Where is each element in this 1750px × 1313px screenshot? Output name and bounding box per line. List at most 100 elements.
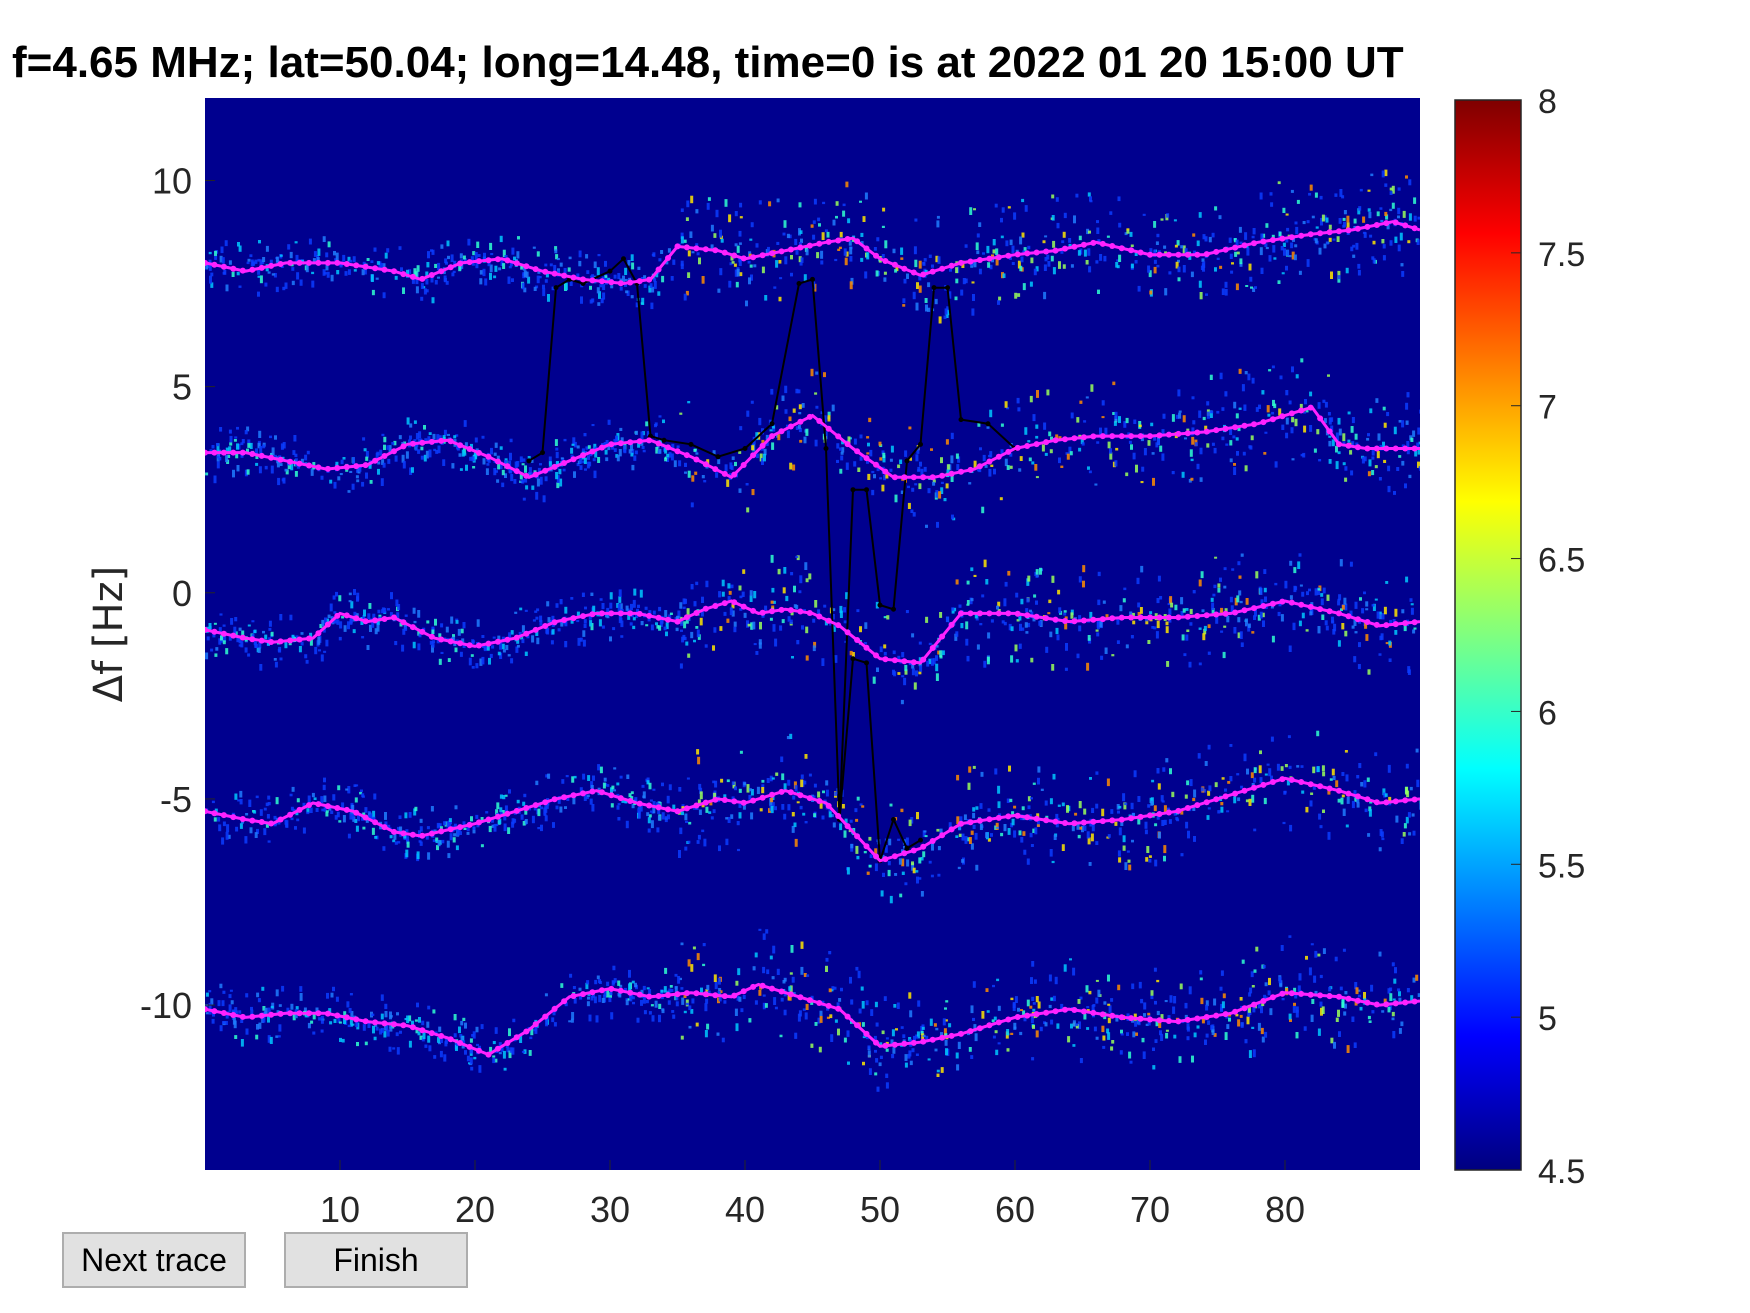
- intensity-speck: [504, 805, 508, 812]
- intensity-speck: [473, 1056, 477, 1060]
- intensity-speck: [1280, 945, 1284, 951]
- magenta-trace-point: [844, 441, 851, 448]
- intensity-speck: [1406, 790, 1410, 798]
- intensity-speck: [1357, 994, 1361, 998]
- intensity-speck: [251, 633, 255, 639]
- intensity-speck: [936, 521, 939, 528]
- intensity-speck: [325, 811, 329, 817]
- intensity-speck: [841, 447, 845, 453]
- magenta-trace-point: [476, 258, 482, 265]
- intensity-speck: [887, 869, 891, 877]
- intensity-speck: [938, 491, 942, 499]
- intensity-speck: [216, 443, 219, 447]
- intensity-speck: [1331, 768, 1335, 776]
- intensity-speck: [238, 635, 242, 644]
- intensity-speck: [1135, 1032, 1138, 1036]
- intensity-speck: [970, 1005, 974, 1014]
- intensity-speck: [913, 682, 917, 690]
- intensity-speck: [821, 232, 825, 240]
- intensity-speck: [788, 416, 792, 422]
- intensity-speck: [418, 840, 422, 843]
- intensity-speck: [1389, 187, 1393, 191]
- intensity-speck: [990, 833, 993, 837]
- intensity-speck: [1189, 622, 1193, 626]
- intensity-speck: [878, 1062, 882, 1067]
- intensity-speck: [1044, 452, 1048, 456]
- intensity-speck: [552, 822, 555, 828]
- black-trace-point: [985, 421, 991, 427]
- intensity-speck: [547, 294, 550, 302]
- magenta-trace-point: [400, 271, 407, 278]
- intensity-speck: [549, 619, 553, 624]
- intensity-speck: [1129, 611, 1133, 617]
- intensity-speck: [335, 591, 338, 597]
- intensity-speck: [1030, 1015, 1034, 1024]
- magenta-trace-point: [504, 636, 511, 643]
- intensity-speck: [603, 991, 607, 997]
- intensity-speck: [1150, 990, 1154, 996]
- intensity-speck: [1238, 226, 1242, 233]
- intensity-speck: [1046, 254, 1050, 260]
- intensity-speck: [797, 389, 801, 394]
- magenta-trace-point: [797, 792, 804, 799]
- intensity-speck: [1010, 997, 1014, 1001]
- intensity-speck: [743, 782, 747, 786]
- intensity-speck: [468, 657, 472, 666]
- intensity-speck: [333, 481, 337, 489]
- intensity-speck: [1021, 627, 1025, 631]
- intensity-speck: [425, 279, 429, 285]
- intensity-speck: [1335, 1017, 1339, 1022]
- intensity-speck: [543, 813, 547, 816]
- intensity-speck: [481, 435, 485, 439]
- magenta-trace-point: [665, 444, 671, 451]
- magenta-trace-point: [863, 455, 870, 462]
- intensity-speck: [1132, 1031, 1136, 1038]
- intensity-speck: [431, 249, 435, 255]
- intensity-speck: [948, 291, 952, 299]
- intensity-speck: [1328, 417, 1332, 425]
- intensity-speck: [1247, 373, 1251, 381]
- intensity-speck: [483, 647, 487, 652]
- intensity-speck: [1296, 765, 1300, 768]
- intensity-speck: [1161, 820, 1165, 826]
- intensity-speck: [663, 626, 667, 631]
- intensity-speck: [1384, 211, 1388, 216]
- intensity-speck: [1213, 584, 1217, 589]
- intensity-speck: [572, 797, 576, 805]
- magenta-trace-point: [1373, 621, 1380, 628]
- intensity-speck: [1363, 591, 1366, 595]
- intensity-speck: [686, 200, 690, 208]
- intensity-speck: [1147, 265, 1151, 273]
- intensity-speck: [1397, 988, 1401, 992]
- intensity-speck: [635, 302, 639, 308]
- intensity-speck: [240, 641, 244, 648]
- intensity-speck: [240, 1039, 244, 1047]
- intensity-speck: [406, 1015, 410, 1023]
- magenta-trace-point: [740, 603, 747, 610]
- intensity-speck: [546, 627, 550, 635]
- intensity-speck: [866, 1035, 869, 1040]
- intensity-speck: [793, 822, 797, 828]
- intensity-speck: [661, 812, 665, 820]
- intensity-speck: [562, 468, 566, 472]
- intensity-speck: [783, 1009, 787, 1016]
- intensity-speck: [938, 316, 942, 324]
- intensity-speck: [222, 821, 226, 827]
- intensity-speck: [1238, 368, 1242, 374]
- magenta-trace-point: [353, 262, 360, 269]
- magenta-trace-point: [816, 240, 823, 247]
- intensity-speck: [460, 1036, 464, 1042]
- intensity-speck: [418, 431, 422, 439]
- intensity-speck: [729, 262, 733, 266]
- intensity-speck: [1078, 801, 1082, 809]
- intensity-speck: [835, 215, 838, 219]
- intensity-speck: [1043, 264, 1047, 271]
- intensity-speck: [1391, 962, 1395, 967]
- intensity-speck: [1367, 433, 1370, 437]
- intensity-speck: [438, 658, 442, 665]
- intensity-speck: [1155, 241, 1159, 245]
- intensity-speck: [1124, 862, 1128, 870]
- intensity-speck: [1314, 192, 1318, 198]
- intensity-speck: [1360, 782, 1364, 787]
- magenta-trace-point: [598, 444, 605, 451]
